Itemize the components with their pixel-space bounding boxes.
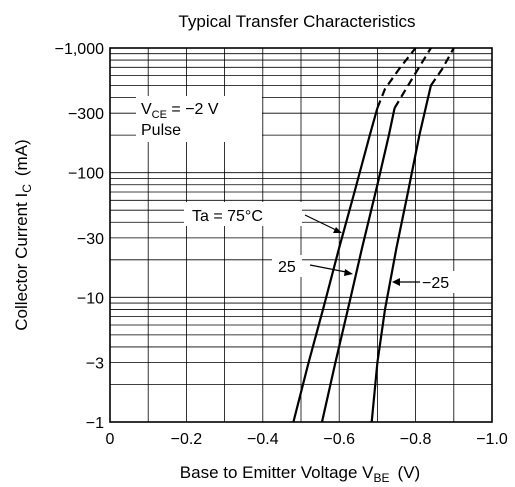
- y-tick-label: −100: [68, 166, 104, 183]
- annotation-minus25-arrowhead: [392, 278, 400, 286]
- series-line-dashed-1: [393, 47, 432, 109]
- plot-grid: [110, 48, 492, 422]
- annotation-minus25-bg: [418, 271, 462, 293]
- plot-frame: [109, 47, 493, 423]
- annotation-75c-leader: [304, 214, 337, 231]
- annotation-25-arrowhead: [344, 269, 353, 276]
- x-tick-label: −0.4: [247, 431, 279, 448]
- annotation-25-leader: [309, 264, 347, 273]
- y-tick-label: −3: [86, 356, 104, 373]
- y-tick-label: −300: [68, 106, 104, 123]
- annotation-75c-arrowhead: [333, 227, 342, 233]
- x-tick-label: −0.2: [171, 431, 203, 448]
- annotation-25-bg: [272, 255, 302, 277]
- annotation-25: 25: [278, 259, 296, 276]
- condition-pulse: Pulse: [141, 122, 181, 139]
- y-tick-label: −10: [77, 290, 104, 307]
- series-line-0: [292, 107, 379, 423]
- x-tick-label: 0: [106, 431, 115, 448]
- y-axis-title: Collector Current IC(mA): [12, 139, 34, 330]
- series-line-1: [320, 107, 396, 423]
- condition-vce: VCE = −2 V: [141, 101, 219, 121]
- annotation-75c: Ta = 75°C: [192, 208, 263, 225]
- y-tick-label: −30: [77, 231, 104, 248]
- series-line-dashed-2: [429, 47, 455, 87]
- annotation-minus25: −25: [422, 275, 449, 292]
- x-tick-label: −0.8: [400, 431, 432, 448]
- series-lines: [292, 47, 455, 423]
- chart-title: Typical Transfer Characteristics: [178, 12, 415, 31]
- series-line-dashed-0: [376, 47, 417, 109]
- y-tick-label: −1,000: [55, 41, 104, 58]
- axis-ticks: 0 −0.2 −0.4 −0.6 −0.8 −1.0 −1 −3 −10 −30 −100 −300 −…: [55, 41, 508, 448]
- condition-label-bg: [136, 96, 262, 142]
- y-tick-label: −1: [86, 415, 104, 432]
- x-tick-label: −0.6: [323, 431, 355, 448]
- x-axis-title: Base to Emitter Voltage VBE (V): [180, 463, 420, 485]
- x-tick-label: −1.0: [476, 431, 508, 448]
- series-line-2: [370, 85, 432, 423]
- annotation-75c-bg: [184, 202, 302, 226]
